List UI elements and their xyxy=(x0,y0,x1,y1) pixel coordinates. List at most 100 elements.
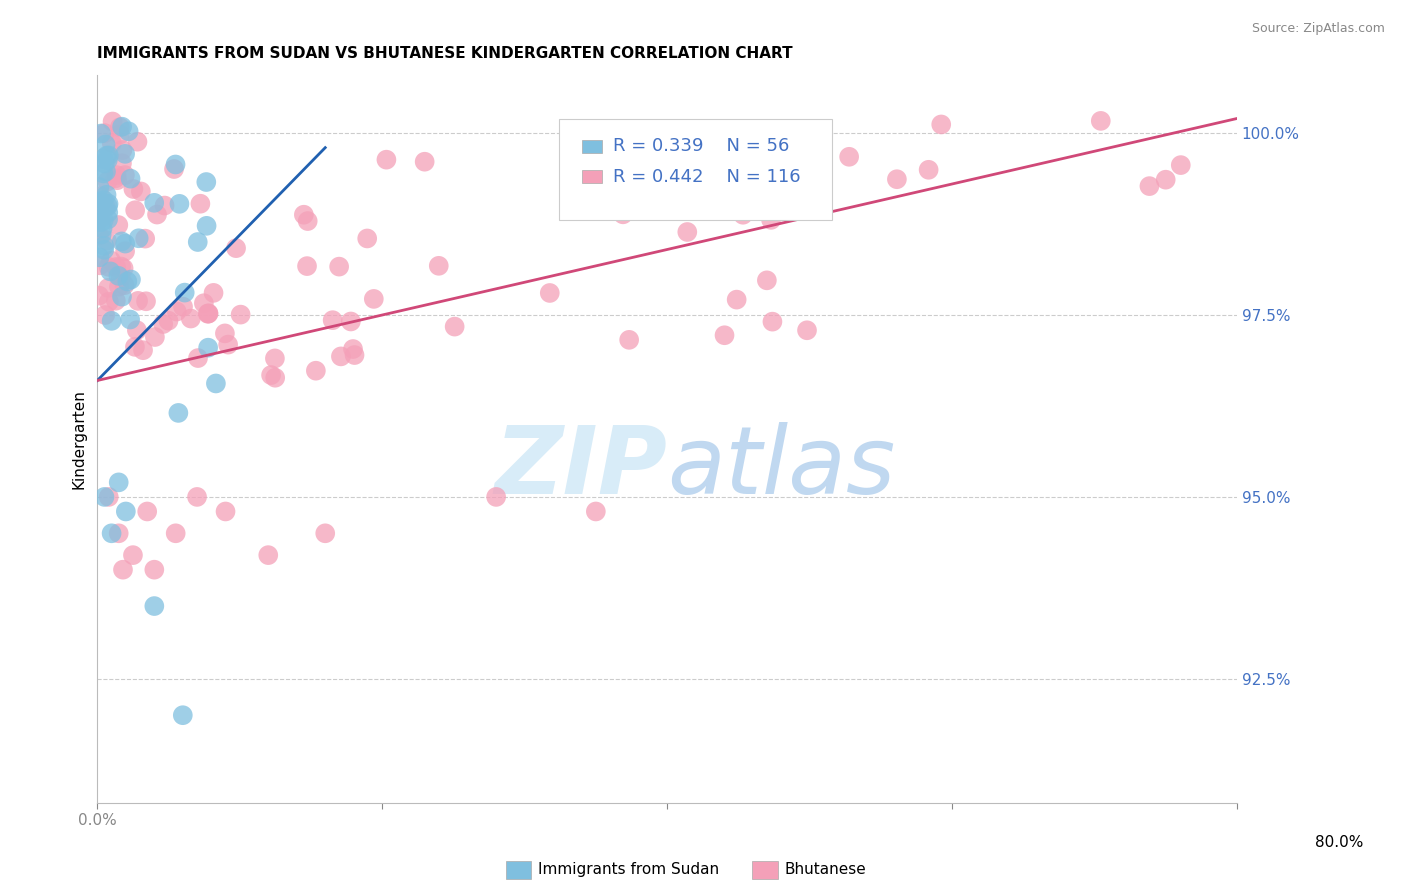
Point xyxy=(217,337,239,351)
Point xyxy=(111,563,134,577)
Point xyxy=(114,168,136,182)
Point xyxy=(295,259,318,273)
Point xyxy=(229,308,252,322)
Point xyxy=(375,153,398,167)
Point xyxy=(195,219,218,233)
Point xyxy=(129,185,152,199)
Point xyxy=(153,198,176,212)
Point xyxy=(124,203,146,218)
Point xyxy=(107,268,129,283)
Point xyxy=(97,199,120,213)
Point xyxy=(101,114,124,128)
Point xyxy=(585,504,607,518)
Point xyxy=(90,211,112,226)
Point xyxy=(264,351,287,366)
Point xyxy=(105,173,128,187)
Point xyxy=(100,526,122,541)
Point xyxy=(205,376,228,391)
Point xyxy=(132,343,155,358)
Point xyxy=(117,124,139,138)
Point xyxy=(173,285,195,300)
Bar xyxy=(582,170,602,183)
Point xyxy=(97,260,120,274)
Point xyxy=(97,490,120,504)
Point xyxy=(193,296,215,310)
Point xyxy=(90,199,112,213)
Point xyxy=(214,326,236,341)
Point xyxy=(127,135,149,149)
Point xyxy=(117,275,139,289)
Point xyxy=(136,504,159,518)
Point xyxy=(128,231,150,245)
Point xyxy=(93,213,115,227)
Point xyxy=(612,207,634,221)
Point xyxy=(90,227,112,242)
Point xyxy=(111,143,134,157)
Point xyxy=(292,208,315,222)
Point xyxy=(135,294,157,309)
Point xyxy=(96,234,118,248)
Point xyxy=(413,154,436,169)
Point xyxy=(157,314,180,328)
Point xyxy=(427,259,450,273)
Point xyxy=(485,490,508,504)
Point xyxy=(87,288,110,302)
Point xyxy=(122,548,145,562)
Point xyxy=(108,128,131,142)
Point xyxy=(755,273,778,287)
Point xyxy=(356,231,378,245)
Point xyxy=(165,526,187,541)
Point xyxy=(163,161,186,176)
Point xyxy=(94,137,117,152)
Point xyxy=(172,300,194,314)
Point xyxy=(172,708,194,723)
Point xyxy=(1154,172,1177,186)
Point xyxy=(104,293,127,308)
Point xyxy=(120,171,142,186)
Point xyxy=(363,292,385,306)
Point xyxy=(759,212,782,227)
Point xyxy=(90,195,112,210)
Point xyxy=(107,526,129,541)
Point xyxy=(1139,179,1161,194)
Point xyxy=(90,127,112,141)
Point xyxy=(96,174,118,188)
Point xyxy=(257,548,280,562)
Point xyxy=(676,225,699,239)
Point xyxy=(89,196,111,211)
Point xyxy=(152,317,174,331)
Point xyxy=(100,253,122,268)
Point xyxy=(197,307,219,321)
Point xyxy=(93,193,115,207)
Point xyxy=(100,264,122,278)
Point xyxy=(342,342,364,356)
Point xyxy=(796,323,818,337)
Text: IMMIGRANTS FROM SUDAN VS BHUTANESE KINDERGARTEN CORRELATION CHART: IMMIGRANTS FROM SUDAN VS BHUTANESE KINDE… xyxy=(97,46,793,62)
Point xyxy=(328,260,350,274)
Point xyxy=(725,293,748,307)
Point xyxy=(202,285,225,300)
Point xyxy=(110,270,132,285)
Point xyxy=(96,148,118,162)
Point xyxy=(165,157,187,171)
Point xyxy=(260,368,283,382)
Point xyxy=(93,126,115,140)
Point xyxy=(97,196,120,211)
Point xyxy=(114,146,136,161)
Point xyxy=(87,198,110,212)
FancyBboxPatch shape xyxy=(558,119,832,220)
Point xyxy=(112,261,135,276)
Text: 80.0%: 80.0% xyxy=(1315,836,1362,850)
Point xyxy=(94,308,117,322)
Point xyxy=(111,290,134,304)
Point xyxy=(195,175,218,189)
Point xyxy=(731,208,754,222)
Point xyxy=(538,285,561,300)
Point xyxy=(111,120,134,134)
Point xyxy=(97,281,120,295)
Text: Immigrants from Sudan: Immigrants from Sudan xyxy=(538,863,720,877)
Text: ZIP: ZIP xyxy=(494,422,666,514)
Point xyxy=(100,136,122,150)
Text: Source: ZipAtlas.com: Source: ZipAtlas.com xyxy=(1251,22,1385,36)
Point xyxy=(97,205,120,219)
